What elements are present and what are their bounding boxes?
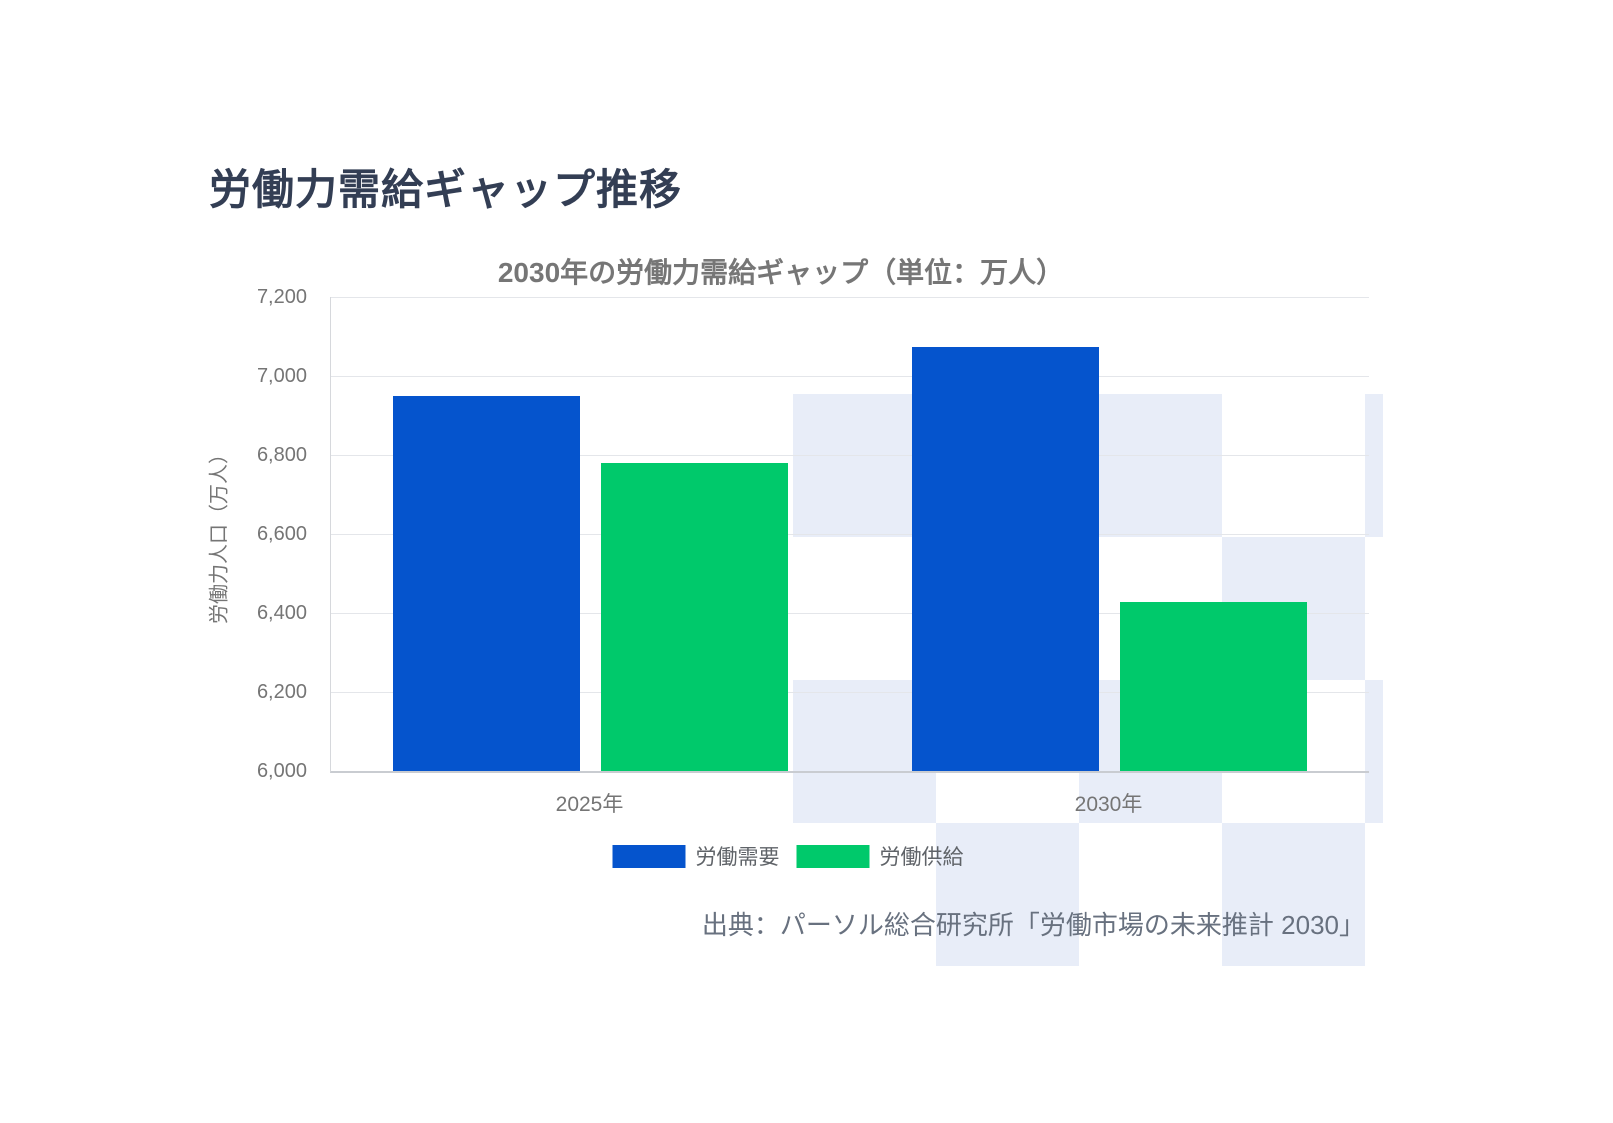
y-tick-label-6200: 6,200	[256, 681, 307, 703]
legend-label-労働供給: 労働供給	[879, 846, 964, 869]
y-tick-label-6600: 6,600	[256, 523, 307, 545]
legend-item-労働供給[interactable]: 労働供給	[796, 841, 964, 871]
gridline-7200	[331, 297, 1369, 298]
chart-legend: 労働需要 労働供給	[612, 841, 964, 871]
legend-label-労働需要: 労働需要	[695, 846, 780, 869]
y-tick-label-7000: 7,000	[256, 365, 307, 387]
x-label-2025年: 2025年	[555, 793, 624, 816]
legend-swatch-労働供給	[796, 844, 870, 868]
x-label-2030年: 2030年	[1074, 793, 1143, 816]
y-tick-label-6800: 6,800	[256, 444, 307, 466]
bar-2030年-労働供給[interactable]	[1119, 601, 1307, 771]
gridline-6200	[331, 692, 1369, 693]
chart-title: 2030年の労働力需給ギャップ（単位：万人）	[497, 257, 1065, 288]
source-note: 出典：パーソル総合研究所「労働市場の未来推計 2030」	[701, 910, 1365, 940]
y-tick-label-6000: 6,000	[256, 760, 307, 782]
bar-2030年-労働需要[interactable]	[912, 347, 1100, 771]
bar-2025年-労働需要[interactable]	[393, 395, 581, 771]
gridline-6400	[331, 613, 1369, 614]
legend-item-労働需要[interactable]: 労働需要	[612, 841, 780, 871]
gridline-7000	[331, 376, 1369, 377]
bar-2025年-労働供給[interactable]	[600, 462, 788, 771]
gridline-6600	[331, 534, 1369, 535]
y-tick-label-7200: 7,200	[256, 286, 307, 308]
page-title: 労働力需給ギャップ推移	[209, 166, 683, 214]
plot-area	[330, 297, 1369, 773]
legend-swatch-労働需要	[612, 844, 686, 868]
y-tick-label-6400: 6,400	[256, 602, 307, 624]
gridline-6800	[331, 455, 1369, 456]
